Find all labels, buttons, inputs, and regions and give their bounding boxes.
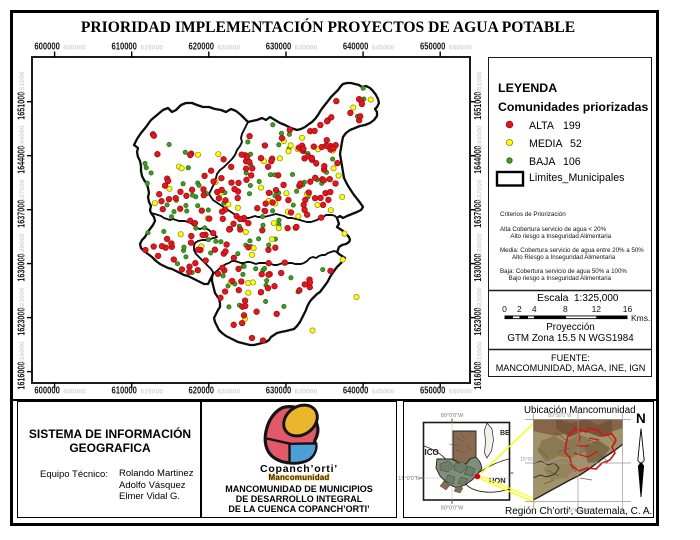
svg-text:640000: 640000 [343, 386, 369, 397]
svg-text:1651000: 1651000 [477, 71, 484, 98]
svg-text:630000: 630000 [295, 388, 318, 395]
svg-text:15°0'0"N: 15°0'0"N [398, 476, 419, 482]
svg-text:1630000: 1630000 [477, 233, 484, 260]
svg-text:1651000: 1651000 [17, 91, 28, 119]
svg-text:1623000: 1623000 [19, 287, 26, 314]
svg-text:630000: 630000 [295, 44, 318, 51]
svg-text:12: 12 [592, 304, 602, 314]
svg-text:1637000: 1637000 [17, 199, 28, 227]
svg-text:650000: 650000 [420, 42, 446, 53]
svg-text:620000: 620000 [189, 386, 215, 397]
svg-text:600000: 600000 [34, 386, 60, 397]
svg-text:1630000: 1630000 [19, 233, 26, 260]
svg-text:1623000: 1623000 [473, 307, 484, 335]
svg-text:1616000: 1616000 [473, 361, 484, 389]
svg-text:1644000: 1644000 [477, 125, 484, 152]
svg-text:1651000: 1651000 [19, 71, 26, 98]
svg-text:90°0'0"W: 90°0'0"W [441, 506, 464, 512]
svg-text:1637000: 1637000 [477, 179, 484, 206]
svg-text:15°0'0"N: 15°0'0"N [520, 457, 540, 463]
svg-text:1651000: 1651000 [473, 91, 484, 119]
svg-text:630000: 630000 [266, 42, 292, 53]
svg-text:HON: HON [489, 476, 506, 485]
svg-text:640000: 640000 [343, 42, 369, 53]
svg-text:1637000: 1637000 [19, 179, 26, 206]
svg-text:640000: 640000 [372, 44, 395, 51]
svg-text:16: 16 [623, 304, 633, 314]
svg-text:4: 4 [532, 304, 537, 314]
svg-text:1616000: 1616000 [477, 341, 484, 368]
svg-text:1630000: 1630000 [473, 253, 484, 281]
svg-text:620000: 620000 [217, 388, 240, 395]
svg-text:620000: 620000 [189, 42, 215, 53]
svg-text:1623000: 1623000 [477, 287, 484, 314]
svg-text:1630000: 1630000 [17, 253, 28, 281]
svg-text:610000: 610000 [140, 388, 163, 395]
svg-text:610000: 610000 [111, 386, 137, 397]
svg-text:1644000: 1644000 [473, 145, 484, 173]
svg-text:2: 2 [517, 304, 522, 314]
svg-text:ICO: ICO [425, 448, 439, 457]
svg-text:610000: 610000 [140, 44, 163, 51]
svg-text:600000: 600000 [63, 388, 86, 395]
svg-text:1616000: 1616000 [17, 361, 28, 389]
svg-text:650000: 650000 [449, 388, 472, 395]
svg-text:1637000: 1637000 [473, 199, 484, 227]
svg-text:8: 8 [563, 304, 568, 314]
svg-text:620000: 620000 [217, 44, 240, 51]
svg-text:Kms.: Kms. [631, 313, 650, 323]
svg-text:640000: 640000 [372, 388, 395, 395]
svg-text:650000: 650000 [420, 386, 446, 397]
svg-text:600000: 600000 [34, 42, 60, 53]
svg-text:0: 0 [502, 304, 507, 314]
svg-text:89°50'0"W: 89°50'0"W [548, 413, 572, 419]
svg-text:610000: 610000 [111, 42, 137, 53]
svg-text:90°0'0"W: 90°0'0"W [441, 413, 464, 419]
svg-text:650000: 650000 [449, 44, 472, 51]
svg-text:1616000: 1616000 [19, 341, 26, 368]
svg-text:1644000: 1644000 [17, 145, 28, 173]
svg-text:1623000: 1623000 [17, 307, 28, 335]
svg-text:1644000: 1644000 [19, 125, 26, 152]
svg-text:89°40'0"W: 89°40'0"W [566, 508, 590, 514]
svg-text:BE: BE [500, 430, 510, 437]
svg-text:630000: 630000 [266, 386, 292, 397]
svg-text:600000: 600000 [63, 44, 86, 51]
